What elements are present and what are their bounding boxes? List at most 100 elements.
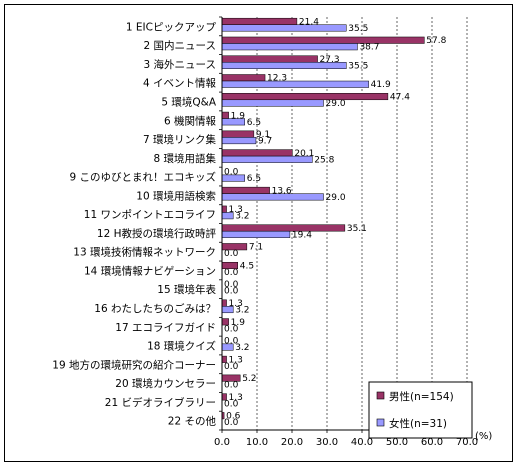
legend-swatch-male	[376, 391, 385, 400]
category-label: 20 環境カウンセラー	[115, 377, 216, 390]
bar-male	[221, 299, 227, 307]
category-label: 3 海外ニュース	[144, 58, 217, 71]
value-label-male: 1.3	[229, 299, 243, 309]
bar-female	[221, 99, 324, 107]
bar-male	[221, 111, 229, 119]
value-label-female: 3.2	[235, 212, 249, 222]
value-label-female: 0.0	[224, 249, 239, 259]
category-label: 6 機関情報	[164, 114, 217, 127]
category-label: 2 国内ニュース	[144, 39, 217, 52]
legend-label-male: 男性(n=154)	[389, 390, 454, 403]
value-label-male: 47.4	[390, 92, 410, 102]
value-label-female: 19.4	[292, 230, 312, 240]
category-label: 22 その他	[168, 415, 217, 428]
bar-male	[221, 74, 266, 82]
value-label-male: 1.9	[231, 318, 246, 328]
value-label-female: 29.0	[326, 99, 346, 109]
legend: 男性(n=154) 女性(n=31)	[368, 381, 473, 439]
value-label-male: 9.1	[256, 130, 270, 140]
bar-male	[221, 130, 255, 138]
value-label-female: 41.9	[371, 80, 391, 90]
value-label-female: 29.0	[326, 193, 346, 203]
value-label-female: 0.0	[224, 324, 239, 334]
value-label-female: 35.5	[348, 61, 368, 71]
value-label-female: 6.5	[247, 174, 261, 184]
value-label-female: 38.7	[359, 43, 379, 53]
category-label: 8 環境用語集	[153, 152, 216, 165]
legend-box	[368, 381, 473, 439]
category-label: 21 ビデオライブラリー	[105, 396, 216, 409]
value-label-female: 0.0	[224, 399, 239, 409]
bar-female	[221, 137, 257, 145]
chart-frame: 1 EICピックアップ 2 国内ニュース 3 海外ニュース 4 イベント情報 5 環境Q…	[4, 4, 513, 462]
x-tick-label: 20.0	[281, 437, 303, 448]
value-label-female: 25.8	[314, 155, 334, 165]
value-label-female: 0.0	[224, 268, 239, 278]
value-label-male: 27.3	[320, 55, 340, 65]
x-tick-label: 30.0	[316, 437, 338, 448]
value-label-female: 9.7	[258, 137, 272, 147]
category-label: 18 環境クイズ	[147, 340, 216, 353]
bar-female	[221, 230, 291, 238]
category-label: 10 環境用語検索	[136, 189, 216, 202]
value-label-male: 0.6	[226, 412, 241, 422]
value-label-male: 0.0	[224, 337, 239, 347]
x-unit-label: (%)	[475, 431, 492, 442]
value-label-male: 1.3	[229, 393, 243, 403]
category-label: 1 EICピックアップ	[126, 21, 217, 33]
value-label-male: 1.3	[229, 355, 243, 365]
value-label-male: 35.1	[347, 224, 367, 234]
legend-label-female: 女性(n=31)	[389, 417, 447, 430]
bars	[221, 17, 425, 420]
value-label-male: 1.3	[229, 205, 243, 215]
category-label: 13 環境技術情報ネットワーク	[73, 246, 216, 259]
x-tick-label: 10.0	[246, 437, 268, 448]
value-label-male: 12.3	[267, 74, 287, 84]
x-tick-label: 60.0	[421, 437, 443, 448]
bar-male	[221, 224, 346, 232]
category-label: 9 このゆびとまれ！エコキッズ	[69, 171, 216, 184]
value-labels: 21.4 35.5 57.8 38.7 27.3 35.5 12.3 41.9 47.4 29.0…	[224, 17, 447, 428]
bar-male	[221, 55, 318, 63]
value-label-female: 0.0	[224, 287, 239, 297]
value-label-male: 1.9	[231, 111, 246, 121]
bar-male	[221, 36, 425, 44]
category-label: 19 地方の環境研究の紹介コーナー	[52, 358, 216, 371]
category-label: 4 イベント情報	[143, 77, 217, 90]
category-label: 11 ワンポイントエコライフ	[84, 209, 216, 221]
x-tick-label: 50.0	[386, 437, 408, 448]
category-labels: 1 EICピックアップ 2 国内ニュース 3 海外ニュース 4 イベント情報 5 環境Q…	[52, 21, 217, 427]
value-label-female: 6.5	[247, 118, 261, 128]
x-tick-label: 0.0	[214, 437, 230, 448]
bar-male	[221, 17, 298, 25]
legend-swatch-female	[376, 418, 385, 427]
value-label-female: 0.0	[224, 418, 239, 428]
category-label: 17 エコライフガイド	[115, 322, 216, 334]
value-label-male: 4.5	[240, 261, 254, 271]
value-label-female: 0.0	[224, 381, 239, 391]
category-label: 7 環境リンク集	[143, 133, 217, 146]
value-label-male: 21.4	[299, 17, 319, 27]
bar-male	[221, 93, 389, 101]
bar-male	[221, 149, 293, 157]
bar-female	[221, 43, 358, 51]
bar-female	[221, 24, 347, 32]
x-tick-labels: 0.0 10.0 20.0 30.0 40.0 50.0 60.0 70.0	[214, 437, 478, 448]
bar-female	[221, 80, 369, 88]
category-label: 5 環境Q&A	[161, 95, 216, 108]
value-label-male: 0.0	[224, 280, 239, 290]
bar-male	[221, 186, 270, 194]
value-label-female: 0.0	[224, 362, 239, 372]
category-label: 15 環境年表	[157, 283, 216, 296]
value-label-male: 5.2	[242, 374, 256, 384]
x-tick-label: 40.0	[351, 437, 373, 448]
value-label-female: 3.2	[235, 305, 249, 315]
value-label-male: 0.0	[224, 168, 239, 178]
value-label-female: 35.5	[348, 24, 368, 34]
x-tick-label: 70.0	[456, 437, 478, 448]
value-label-male: 57.8	[426, 36, 446, 46]
bar-chart: 1 EICピックアップ 2 国内ニュース 3 海外ニュース 4 イベント情報 5 環境Q…	[52, 16, 492, 448]
value-label-male: 20.1	[294, 149, 314, 159]
category-label: 12 H教授の環境行政時評	[97, 227, 217, 240]
category-label: 14 環境情報ナビゲーション	[84, 264, 216, 277]
